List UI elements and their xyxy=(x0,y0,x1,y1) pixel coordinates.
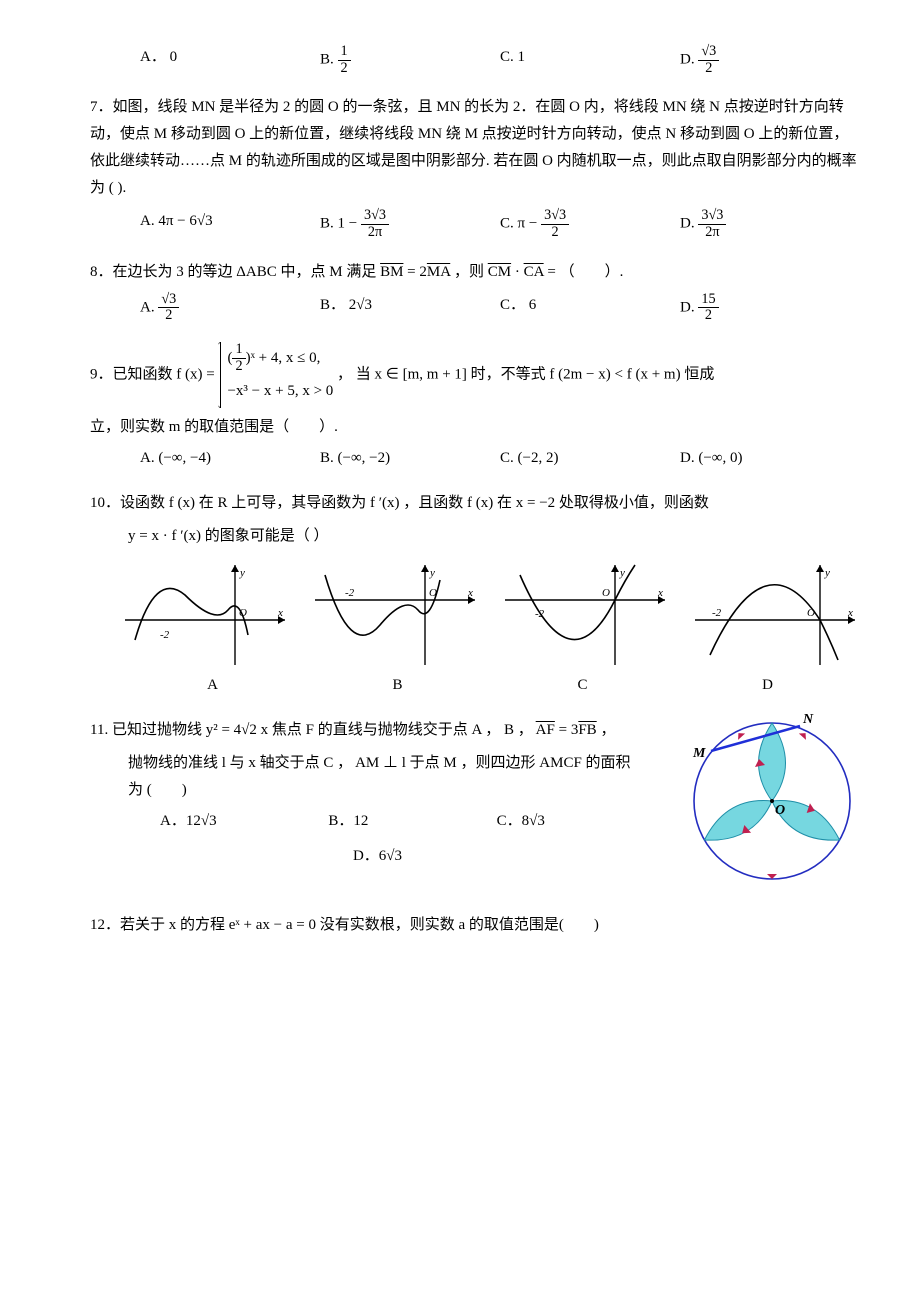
svg-text:N: N xyxy=(802,712,814,727)
q6-opt-a: A． 0 xyxy=(140,44,320,76)
q10-label-c: C xyxy=(490,672,675,699)
q10-graph-labels: A B C D xyxy=(120,672,860,699)
q7-options: A. 4π − 6√3 B. 1 − 3√32π C. π − 3√32 D. … xyxy=(140,208,860,240)
q10-label-d: D xyxy=(675,672,860,699)
svg-text:x: x xyxy=(657,587,663,599)
q10-graphs: -2 y x O -2 y x O -2 y x O xyxy=(120,560,860,670)
q7-opt-a: A. 4π − 6√3 xyxy=(140,208,320,240)
q10-stem2: y = x · f ′(x) 的图象可能是（ ） xyxy=(128,523,860,550)
svg-text:-2: -2 xyxy=(160,629,170,641)
svg-text:x: x xyxy=(467,587,473,599)
q9-stem: 9．已知函数 f (x) = (12)ˣ + 4, x ≤ 0, −x³ − x… xyxy=(90,342,860,408)
svg-text:-2: -2 xyxy=(345,587,355,599)
svg-text:x: x xyxy=(277,607,283,619)
svg-text:y: y xyxy=(239,567,245,579)
q10-graph-d: -2 y x O xyxy=(690,560,860,670)
circle-figure: M N O xyxy=(685,709,860,884)
q7-stem: 7．如图，线段 MN 是半径为 2 的圆 O 的一条弦，且 MN 的长为 2．在… xyxy=(90,94,860,202)
q10-graph-a: -2 y x O xyxy=(120,560,290,670)
q10-stem: 10．设函数 f (x) 在 R 上可导，其导函数为 f ′(x) ，且函数 f… xyxy=(90,490,860,517)
q10-label-b: B xyxy=(305,672,490,699)
svg-text:-2: -2 xyxy=(712,607,722,619)
svg-text:O: O xyxy=(429,587,437,599)
q8-opt-d: D. 152 xyxy=(680,292,860,324)
q6-opt-c: C. 1 xyxy=(500,44,680,76)
svg-text:-2: -2 xyxy=(535,608,545,620)
svg-text:y: y xyxy=(429,567,435,579)
svg-text:O: O xyxy=(807,607,815,619)
q6-options: A． 0 B. 12 C. 1 D. √32 xyxy=(140,44,860,76)
q7-opt-d: D. 3√32π xyxy=(680,208,860,240)
q9-stem-tail: 立，则实数 m 的取值范围是（ ）. xyxy=(90,414,860,441)
q11-opt-a: A．12√3 xyxy=(160,808,328,835)
q6-opt-b: B. 12 xyxy=(320,44,500,76)
q7-opt-c: C. π − 3√32 xyxy=(500,208,680,240)
q9-opt-c: C. (−2, 2) xyxy=(500,445,680,472)
q10-label-a: A xyxy=(120,672,305,699)
q7-opt-b: B. 1 − 3√32π xyxy=(320,208,500,240)
q11-options: A．12√3 B．12 C．8√3 xyxy=(160,808,665,835)
svg-text:M: M xyxy=(692,746,706,761)
q10-graph-b: -2 y x O xyxy=(310,560,480,670)
q8-opt-c: C． 6 xyxy=(500,292,680,324)
q12-stem: 12．若关于 x 的方程 eˣ + ax − a = 0 没有实数根，则实数 a… xyxy=(90,912,860,939)
q8-options: A. √32 B． 2√3 C． 6 D. 152 xyxy=(140,292,860,324)
svg-text:O: O xyxy=(775,803,785,818)
svg-text:y: y xyxy=(619,567,625,579)
q8-opt-b: B． 2√3 xyxy=(320,292,500,324)
q9-opt-b: B. (−∞, −2) xyxy=(320,445,500,472)
q8-opt-a: A. √32 xyxy=(140,292,320,324)
q9-opt-a: A. (−∞, −4) xyxy=(140,445,320,472)
q8-stem: 8．在边长为 3 的等边 ΔABC 中，点 M 满足 BM = 2MA ，则 C… xyxy=(90,259,860,286)
q9-options: A. (−∞, −4) B. (−∞, −2) C. (−2, 2) D. (−… xyxy=(140,445,860,472)
svg-text:x: x xyxy=(847,607,853,619)
q9-opt-d: D. (−∞, 0) xyxy=(680,445,860,472)
svg-text:O: O xyxy=(602,587,610,599)
svg-text:O: O xyxy=(239,607,247,619)
svg-text:y: y xyxy=(824,567,830,579)
q11-opt-b: B．12 xyxy=(328,808,496,835)
q11-opt-c: C．8√3 xyxy=(497,808,665,835)
q10-graph-c: -2 y x O xyxy=(500,560,670,670)
q6-opt-d: D. √32 xyxy=(680,44,860,76)
